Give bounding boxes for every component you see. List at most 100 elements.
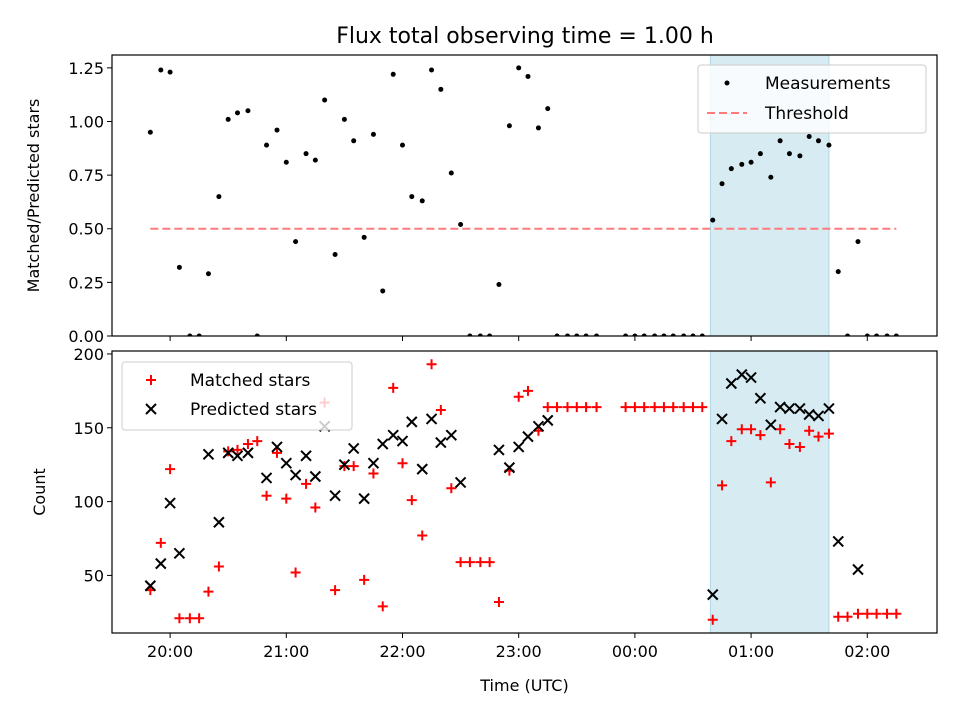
- top-panel-ratio: 0.00 0.25 0.50 0.75 1.00 1.25 Matched/Predicte…: [24, 54, 938, 346]
- data-point: [416, 463, 428, 475]
- data-point: [202, 448, 215, 461]
- data-point: [455, 557, 466, 568]
- data-point: [707, 614, 718, 625]
- data-point: [804, 425, 815, 436]
- data-point: [260, 472, 273, 484]
- x-tick-label: 20:00: [147, 642, 193, 661]
- data-point: [425, 413, 438, 425]
- data-point: [438, 86, 444, 92]
- y-axis-label: Matched/Predicted stars: [24, 99, 43, 293]
- data-point: [842, 611, 853, 622]
- data-point: [716, 413, 728, 425]
- data-point: [823, 402, 835, 415]
- data-point: [574, 333, 580, 336]
- data-point: [477, 333, 483, 336]
- data-point: [516, 65, 522, 71]
- legend-marker-measurements: [724, 80, 730, 86]
- data-point: [184, 613, 195, 624]
- data-point: [252, 436, 263, 447]
- data-point: [893, 333, 899, 336]
- x-tick-label: 23:00: [496, 642, 542, 661]
- data-point: [871, 608, 882, 619]
- data-point: [864, 333, 870, 336]
- data-point: [264, 142, 270, 148]
- data-point: [155, 537, 166, 548]
- data-point: [147, 129, 153, 135]
- data-point: [783, 402, 796, 415]
- data-point: [187, 333, 193, 336]
- data-point: [707, 588, 719, 601]
- data-point: [144, 580, 157, 592]
- data-point: [281, 493, 292, 504]
- data-point: [813, 431, 824, 442]
- data-point: [522, 385, 533, 396]
- data-point: [862, 608, 873, 619]
- data-point: [339, 461, 350, 472]
- axes-frame: [111, 350, 938, 634]
- data-point: [786, 151, 792, 157]
- data-point: [454, 476, 467, 489]
- data-point: [512, 441, 525, 453]
- data-point: [274, 127, 280, 133]
- data-point: [728, 166, 734, 172]
- data-point: [322, 97, 328, 103]
- data-point: [797, 153, 803, 159]
- data-point: [293, 239, 299, 245]
- data-point: [387, 429, 399, 441]
- figure-title: Flux total observing time = 1.00 h: [336, 24, 714, 49]
- data-point: [341, 116, 347, 122]
- y-tick-label: 0.75: [68, 166, 104, 185]
- data-point: [745, 371, 757, 384]
- data-point: [396, 435, 409, 447]
- data-point: [522, 430, 534, 443]
- data-point: [458, 221, 464, 227]
- data-point: [812, 410, 825, 422]
- x-tick-label: 22:00: [379, 642, 425, 661]
- data-point: [205, 271, 211, 277]
- data-point: [697, 402, 708, 413]
- data-point: [632, 333, 638, 336]
- data-point: [261, 490, 272, 501]
- data-point: [513, 391, 524, 402]
- legend-marker-predicted: [145, 403, 157, 415]
- data-point: [464, 557, 475, 568]
- data-point: [532, 420, 545, 433]
- y-tick-label: 0.25: [68, 273, 104, 292]
- data-point: [506, 123, 512, 129]
- x-tick-label: 21:00: [263, 642, 309, 661]
- data-point: [377, 601, 388, 612]
- data-point: [223, 446, 234, 457]
- data-point: [358, 492, 370, 505]
- legend-marker-matched: [146, 375, 156, 385]
- data-point: [768, 174, 774, 180]
- data-point: [739, 161, 745, 167]
- y-tick-label: 200: [73, 345, 104, 364]
- data-point: [823, 428, 834, 439]
- data-point: [338, 458, 351, 471]
- data-point: [726, 436, 737, 447]
- data-point: [388, 382, 399, 393]
- data-point: [196, 333, 202, 336]
- data-point: [678, 402, 689, 413]
- data-point: [406, 416, 418, 428]
- data-point: [784, 439, 795, 450]
- data-point: [242, 447, 254, 459]
- data-point: [775, 424, 786, 435]
- data-point: [493, 596, 504, 607]
- data-point: [225, 116, 231, 122]
- data-point: [725, 377, 738, 390]
- data-point: [417, 530, 428, 541]
- data-point: [348, 461, 359, 472]
- data-point: [399, 142, 405, 148]
- data-point: [167, 69, 173, 75]
- data-point: [245, 108, 251, 114]
- series-measurements: [147, 65, 899, 336]
- data-point: [748, 159, 754, 165]
- data-point: [332, 251, 338, 257]
- data-point: [542, 402, 553, 413]
- data-point: [493, 444, 505, 456]
- data-point: [359, 574, 370, 585]
- data-point: [380, 288, 386, 294]
- x-tick-label: 02:00: [844, 642, 890, 661]
